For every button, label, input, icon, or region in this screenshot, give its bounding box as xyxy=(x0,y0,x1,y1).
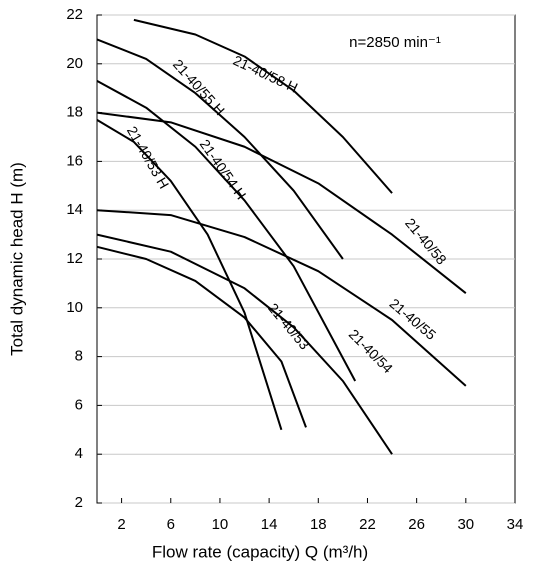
y-tick-label: 18 xyxy=(66,104,83,121)
x-tick-label: 10 xyxy=(212,516,229,533)
curve-label: 21-40/53 H xyxy=(124,123,172,191)
curve xyxy=(96,233,393,455)
curve-label: 21-40/55 xyxy=(387,295,440,343)
y-tick-label: 2 xyxy=(75,494,83,511)
x-tick-label: 14 xyxy=(261,516,278,533)
y-tick-label: 12 xyxy=(66,250,83,267)
annotation: n=2850 min⁻¹ xyxy=(349,34,441,51)
y-tick-label: 20 xyxy=(66,55,83,72)
x-tick-label: 6 xyxy=(167,516,175,533)
y-tick-label: 8 xyxy=(75,348,83,365)
curve-label: 21-40/58 H xyxy=(231,52,301,96)
x-axis-title: Flow rate (capacity) Q (m³/h) xyxy=(152,542,368,561)
y-tick-label: 6 xyxy=(75,396,83,413)
curve-label: 21-40/58 xyxy=(402,215,450,268)
y-tick-label: 16 xyxy=(66,152,83,169)
y-tick-label: 4 xyxy=(75,445,83,462)
y-tick-label: 22 xyxy=(66,6,83,23)
x-tick-label: 30 xyxy=(457,516,474,533)
curve xyxy=(96,38,344,260)
x-tick-label: 26 xyxy=(408,516,425,533)
curve xyxy=(133,18,393,194)
curve xyxy=(96,111,467,294)
curve xyxy=(96,80,357,382)
x-tick-label: 18 xyxy=(310,516,327,533)
x-tick-label: 2 xyxy=(117,516,125,533)
curve-label: 21-40/55 H xyxy=(170,56,228,118)
curve xyxy=(96,209,467,387)
x-tick-label: 34 xyxy=(507,516,524,533)
curve-label: 21-40/54 xyxy=(346,326,397,377)
x-tick-label: 22 xyxy=(359,516,376,533)
y-tick-label: 10 xyxy=(66,299,83,316)
curve xyxy=(96,245,307,428)
y-tick-label: 14 xyxy=(66,201,83,218)
curve xyxy=(96,119,283,431)
y-axis-title: Total dynamic head H (m) xyxy=(7,162,26,356)
